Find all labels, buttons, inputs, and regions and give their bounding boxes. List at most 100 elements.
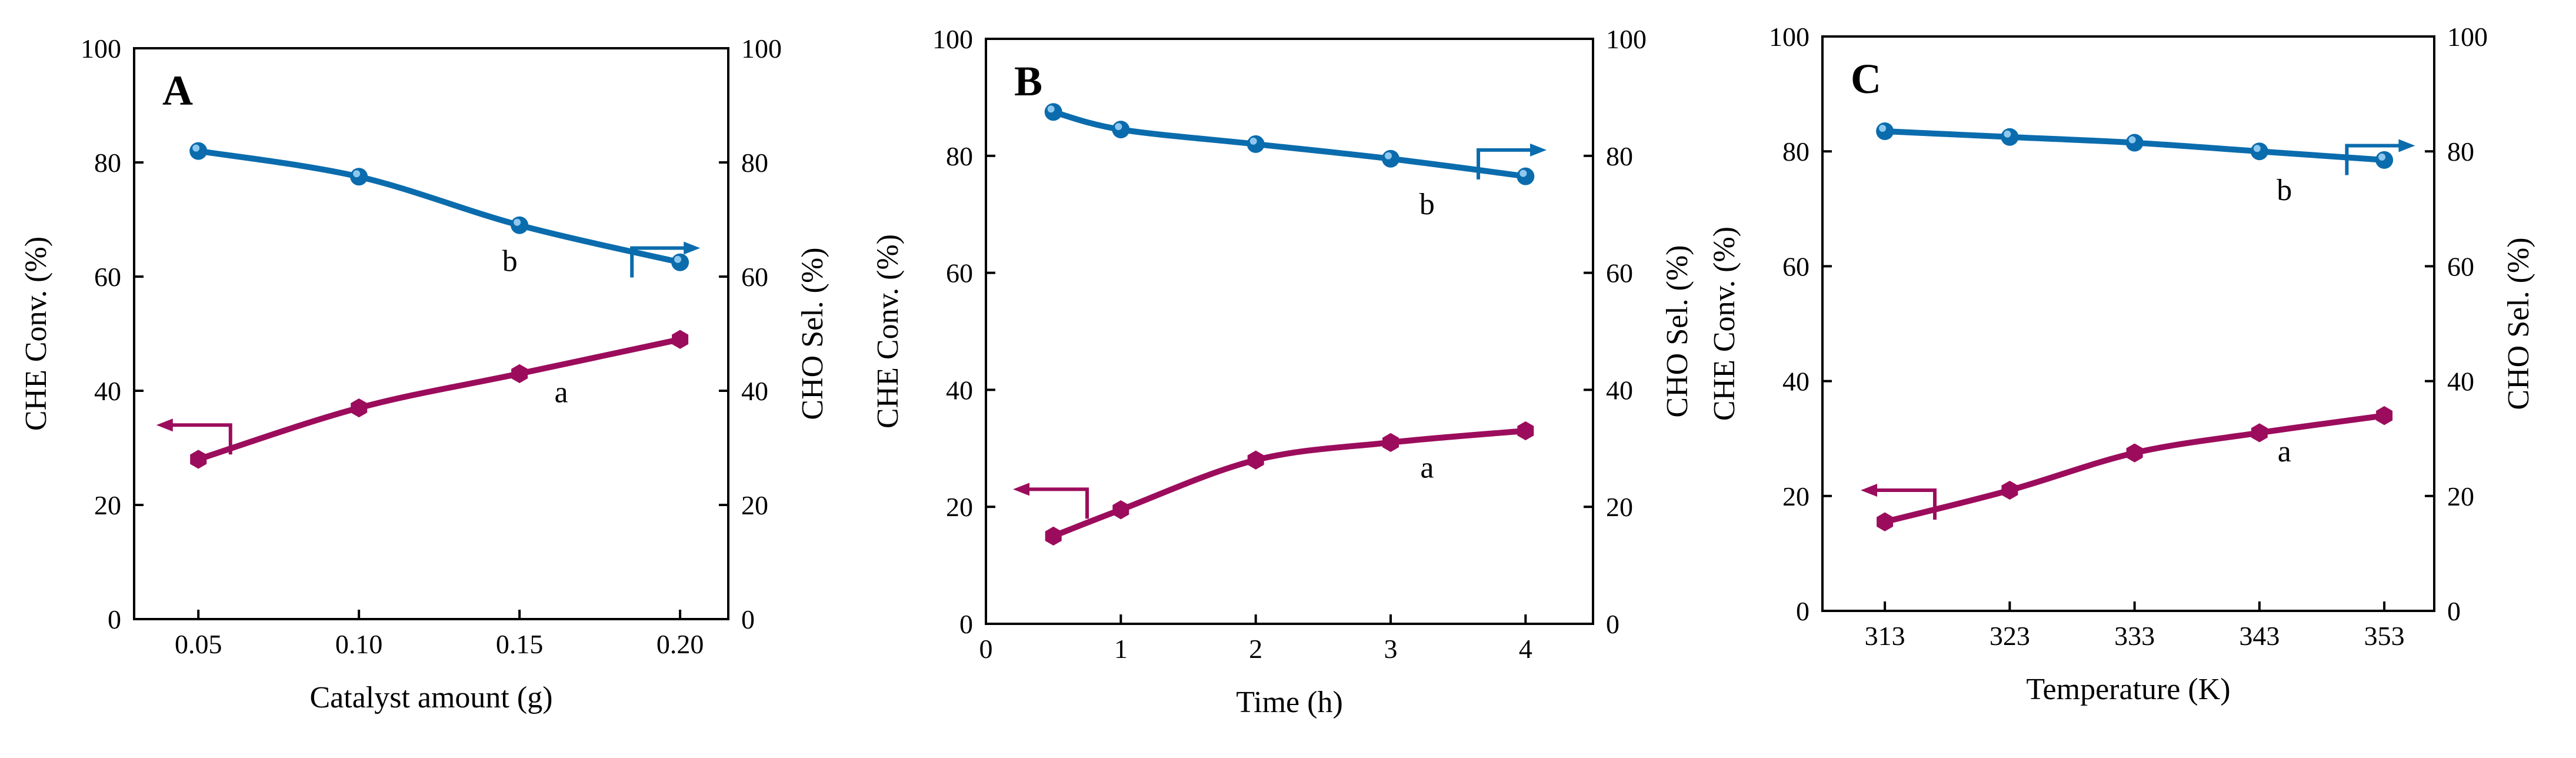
panel-a-series-a-axis-arrowhead [156, 418, 173, 432]
panel-a-x-tick-label: 0.05 [175, 629, 222, 659]
panel-c-x-tick-label: 333 [2114, 621, 2155, 651]
panel-a-series-a-point [190, 450, 207, 469]
panel-c-y-right-tick-label: 20 [2447, 481, 2474, 511]
panel-c-series-b-point [2125, 134, 2144, 152]
panel-a-series-b-axis-arrowhead [684, 241, 701, 255]
panel-c-series-b-point-highlight [2128, 136, 2136, 144]
panel-c-y-right-axis-title: CHO Sel. (%) [2502, 237, 2535, 410]
panel-c-series-a-point [1877, 512, 1894, 531]
panel-b-y-right-tick-label: 100 [1606, 24, 1647, 54]
panel-c-series-a-point [2126, 443, 2143, 463]
panel-c-series-b-label: b [2277, 174, 2292, 207]
panel-b-series-a-line [1050, 427, 1529, 539]
panel-b-series-a-point [1382, 433, 1399, 453]
panel-c-series-b-point-highlight [2004, 130, 2011, 138]
panel-a-series-b-axis-arrow [630, 246, 685, 278]
panel-a-series-b-point [671, 253, 689, 271]
panel-b-x-tick-label: 3 [1384, 634, 1398, 664]
panel-b-series-a-point [1247, 450, 1264, 470]
panel-c-series-a-point [2376, 406, 2393, 425]
panel-c-series-a-point [2251, 423, 2268, 443]
panel-b-series-b-point-highlight [1249, 137, 1257, 145]
panel-b-y-right-tick-label: 20 [1606, 492, 1633, 522]
panel-c-label: C [1851, 55, 1881, 102]
panel-b-x-tick-label: 2 [1249, 634, 1262, 664]
panel-b-x-axis-title: Time (h) [1236, 686, 1343, 719]
panel-a-y-right-tick-label: 40 [741, 376, 768, 406]
panel-a-plot-frame [133, 47, 729, 620]
panel-b-series-b-point [1517, 167, 1535, 185]
panel-a-series-b-point-highlight [192, 144, 200, 152]
panel-a-series-b-point [189, 142, 208, 160]
panel-b-y-left-axis-title: CHE Conv. (%) [871, 234, 905, 428]
panel-a-x-tick-label: 0.10 [335, 629, 383, 659]
panel-a-y-right-tick-label: 0 [741, 604, 755, 634]
panel-a-label: A [162, 67, 193, 114]
panel-a-y-left-tick-label: 0 [108, 604, 121, 634]
panel-a-series-b-label: b [502, 244, 518, 278]
panel-b-y-right-tick-label: 80 [1606, 141, 1633, 171]
panel-a-y-right-tick-label: 20 [741, 490, 768, 520]
panel-b-series-b-point [1112, 121, 1130, 139]
panel-a-series-a-point [672, 330, 689, 349]
panel-c: 313 323 333 343 353 0 0 20 20 40 40 60 60 80 80 100 100 T… [1708, 22, 2535, 706]
panel-c-y-right-tick-label: 60 [2447, 251, 2474, 281]
panel-b-y-left-tick-label: 20 [946, 492, 973, 522]
panel-b-y-right-tick-label: 0 [1606, 609, 1619, 639]
panel-b-y-left-tick-label: 0 [959, 609, 973, 639]
panel-a-y-left-tick-label: 80 [94, 148, 121, 178]
panel-c-series-b-point [2250, 142, 2268, 161]
panel-b-y-right-tick-label: 60 [1606, 258, 1633, 288]
panel-b-series-b-axis-arrowhead [1530, 143, 1547, 157]
panel-a: 0.05 0.10 0.15 0.20 0 0 20 20 40 40 60 60 80 80 100 100… [19, 34, 829, 714]
panel-c-y-right-tick-label: 80 [2447, 137, 2474, 167]
panel-c-series-b-point [1876, 122, 1894, 141]
panel-c-x-tick-label: 343 [2239, 621, 2280, 651]
panel-b-y-left-tick-label: 60 [946, 258, 973, 288]
panel-c-series-b-axis-arrow [2345, 144, 2400, 175]
panel-a-series-b-point [350, 168, 368, 186]
panel-b-x-tick-label: 0 [979, 634, 993, 664]
panel-a-y-right-axis-title: CHO Sel. (%) [796, 247, 829, 420]
panel-c-series-b-point [2001, 128, 2019, 146]
panel-b-series-a-axis-arrowhead [1013, 483, 1029, 496]
panel-a-series-b-line [195, 148, 684, 265]
panel-c-series-b-point-highlight [2378, 153, 2386, 161]
panel-b-y-left-tick-label: 40 [946, 375, 973, 405]
panel-a-x-tick-label: 0.15 [496, 629, 544, 659]
panel-b-series-a-point [1045, 526, 1062, 546]
panel-a-y-right-tick-label: 80 [741, 148, 768, 178]
panel-a-x-tick-label: 0.20 [657, 629, 704, 659]
panel-a-series-b-point-highlight [353, 170, 361, 178]
panel-c-series-a-axis-arrow [1876, 488, 1937, 520]
panel-c-x-tick-label: 353 [2364, 621, 2405, 651]
panel-b-y-left-tick-label: 80 [946, 141, 973, 171]
panel-b-series-b-point-highlight [1385, 152, 1392, 159]
panel-a-y-left-axis-title: CHE Conv. (%) [19, 237, 53, 431]
panel-a-x-axis-title: Catalyst amount (g) [309, 681, 552, 714]
panel-b-series-b-point-highlight [1519, 169, 1527, 177]
panel-b-series-a-point [1112, 500, 1129, 520]
panel-b-series-b-point [1044, 103, 1062, 121]
panel-c-y-left-tick-label: 80 [1782, 137, 1809, 167]
panel-a-series-a-point [511, 364, 528, 384]
panel-b-series-b-point-highlight [1047, 105, 1055, 113]
panel-a-series-a-line [195, 336, 684, 463]
panel-b-series-b-point [1382, 149, 1399, 168]
panel-c-series-a-line [1882, 413, 2388, 525]
panel-a-series-a-point [351, 398, 368, 418]
panel-c-y-left-tick-label: 20 [1782, 481, 1809, 511]
panel-c-y-left-tick-label: 60 [1782, 251, 1809, 281]
panel-a-y-left-tick-label: 40 [94, 376, 121, 406]
panel-a-y-right-tick-label: 60 [741, 262, 768, 292]
panel-b-series-b-axis-arrow [1477, 148, 1532, 179]
panel-a-series-a-axis-arrow [171, 423, 232, 455]
panel-b-y-right-axis-title: CHO Sel. (%) [1661, 245, 1694, 417]
panel-b-series-b-point [1247, 135, 1265, 153]
panel-c-y-right-tick-label: 100 [2447, 22, 2488, 52]
panel-a-y-left-tick-label: 20 [94, 490, 121, 520]
panel-c-x-tick-label: 313 [1865, 621, 1905, 651]
panel-c-y-left-tick-label: 0 [1796, 596, 1809, 626]
